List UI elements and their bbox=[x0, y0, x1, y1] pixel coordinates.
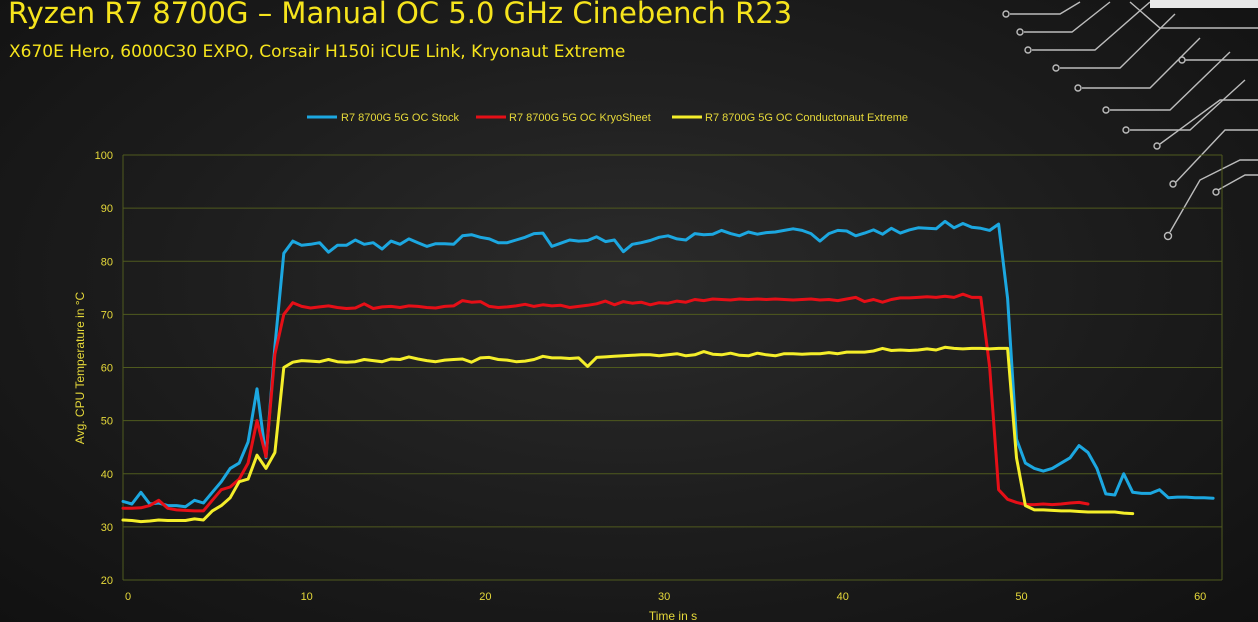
axes: 20 30 40 50 60 70 80 90 100 0 10 20 30 40 50 60 bbox=[95, 150, 1207, 603]
x-tick-label: 40 bbox=[837, 591, 849, 603]
chart-subtitle: X670E Hero, 6000C30 EXPO, Corsair H150i … bbox=[9, 42, 626, 62]
logo-wordmark bbox=[1150, 0, 1258, 8]
x-tick-label: 60 bbox=[1194, 591, 1206, 603]
y-tick-label: 80 bbox=[101, 256, 113, 268]
y-tick-label: 60 bbox=[101, 363, 113, 375]
circuit-logo-icon bbox=[1002, 1, 1258, 241]
y-tick-label: 40 bbox=[101, 469, 113, 481]
y-tick-label: 20 bbox=[101, 575, 113, 587]
y-tick-label: 100 bbox=[95, 150, 113, 162]
chart-title: Ryzen R7 8700G – Manual OC 5.0 GHz Cineb… bbox=[8, 0, 793, 30]
y-axis-label: Avg. CPU Temperature in °C bbox=[73, 291, 87, 444]
grid-lines bbox=[122, 154, 1223, 581]
legend: R7 8700G 5G OC Stock R7 8700G 5G OC KryoS… bbox=[307, 112, 908, 124]
series-lines bbox=[121, 219, 1215, 524]
x-tick-label: 20 bbox=[479, 591, 491, 603]
x-tick-label: 0 bbox=[125, 591, 131, 603]
x-axis-label: Time in s bbox=[649, 609, 697, 622]
series-line-0 bbox=[121, 219, 1215, 509]
legend-label-2: R7 8700G 5G OC Conductonaut Extreme bbox=[705, 112, 908, 124]
y-tick-label: 90 bbox=[101, 203, 113, 215]
series-line-2 bbox=[121, 345, 1135, 524]
series-line-1 bbox=[121, 292, 1090, 513]
y-tick-label: 30 bbox=[101, 522, 113, 534]
y-tick-label: 50 bbox=[101, 416, 113, 428]
x-tick-label: 50 bbox=[1015, 591, 1027, 603]
x-tick-label: 10 bbox=[301, 591, 313, 603]
legend-label-0: R7 8700G 5G OC Stock bbox=[341, 112, 459, 124]
y-tick-label: 70 bbox=[101, 309, 113, 321]
legend-label-1: R7 8700G 5G OC KryoSheet bbox=[509, 112, 651, 124]
x-tick-label: 30 bbox=[658, 591, 670, 603]
